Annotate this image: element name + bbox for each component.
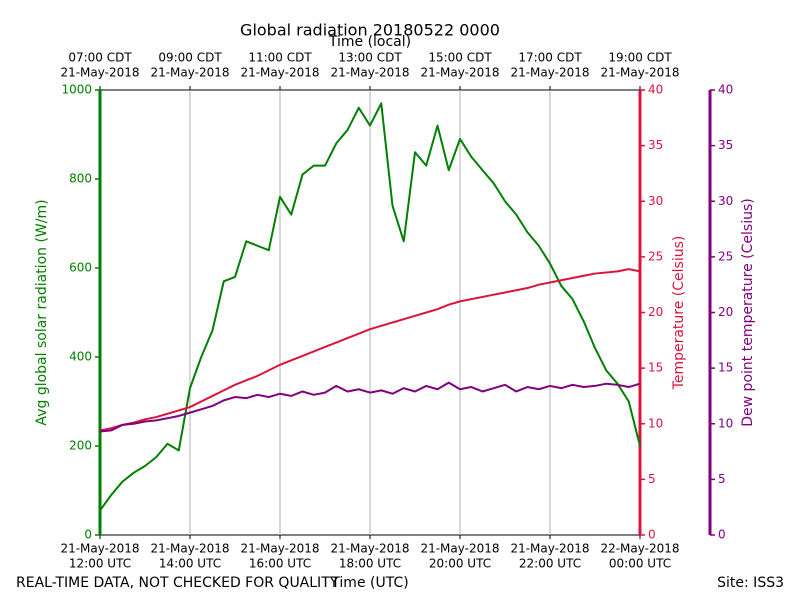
y-tick-label: 0 (84, 528, 92, 542)
y3-tick-label: 5 (718, 472, 726, 486)
x2-tick-label: 21-May-2018 (150, 66, 229, 80)
y3-tick-label: 15 (718, 361, 733, 375)
y2-tick-label: 25 (648, 249, 663, 263)
x-tick-label: 21-May-2018 (330, 542, 409, 556)
footnote: REAL-TIME DATA, NOT CHECKED FOR QUALITY (16, 575, 339, 591)
x2-tick-label: 09:00 CDT (158, 51, 222, 65)
y-axis-label: Avg global solar radiation (W/m) (34, 199, 50, 425)
x-tick-label: 22:00 UTC (519, 557, 581, 571)
x-tick-label: 21-May-2018 (150, 542, 229, 556)
y2-tick-label: 5 (648, 472, 656, 486)
x-tick-label: 00:00 UTC (609, 557, 671, 571)
y3-tick-label: 40 (718, 83, 733, 97)
x-tick-label: 12:00 UTC (69, 557, 131, 571)
y2-tick-label: 15 (648, 361, 663, 375)
x2-tick-label: 07:00 CDT (68, 51, 132, 65)
y3-tick-label: 25 (718, 249, 733, 263)
x2-tick-label: 17:00 CDT (518, 51, 582, 65)
x2-tick-label: 15:00 CDT (428, 51, 492, 65)
y3-tick-label: 10 (718, 416, 733, 430)
x2-tick-label: 11:00 CDT (248, 51, 312, 65)
x-tick-label: 22-May-2018 (600, 542, 679, 556)
x-tick-label: 18:00 UTC (339, 557, 401, 571)
x-axis-label: Time (UTC) (330, 575, 408, 591)
x-tick-label: 16:00 UTC (249, 557, 311, 571)
x-tick-label: 20:00 UTC (429, 557, 491, 571)
y3-tick-label: 0 (718, 528, 726, 542)
y-tick-label: 600 (69, 261, 92, 275)
y2-tick-label: 30 (648, 194, 663, 208)
series-line (99, 102, 641, 512)
x2-tick-label: 21-May-2018 (510, 66, 589, 80)
y-tick-label: 1000 (61, 83, 92, 97)
x2-tick-label: 21-May-2018 (330, 66, 409, 80)
y2-tick-label: 10 (648, 416, 663, 430)
y2-tick-label: 40 (648, 83, 663, 97)
x2-tick-label: 13:00 CDT (338, 51, 402, 65)
y3-tick-label: 30 (718, 194, 733, 208)
site-label: Site: ISS3 (717, 575, 784, 591)
x2-tick-label: 21-May-2018 (240, 66, 319, 80)
y-tick-label: 800 (69, 172, 92, 186)
x2-tick-label: 21-May-2018 (420, 66, 499, 80)
y2-tick-label: 0 (648, 528, 656, 542)
x2-axis-label: Time (local) (328, 34, 411, 50)
y3-axis-label: Dew point temperature (Celsius) (740, 198, 756, 426)
x2-tick-label: 21-May-2018 (600, 66, 679, 80)
y3-tick-label: 35 (718, 138, 733, 152)
x2-tick-label: 21-May-2018 (60, 66, 139, 80)
x-tick-label: 14:00 UTC (159, 557, 221, 571)
y-tick-label: 200 (69, 439, 92, 453)
x-tick-label: 21-May-2018 (60, 542, 139, 556)
x2-tick-label: 19:00 CDT (608, 51, 672, 65)
series-line (99, 381, 641, 433)
y-tick-label: 400 (69, 350, 92, 364)
x-tick-label: 21-May-2018 (240, 542, 319, 556)
y2-tick-label: 35 (648, 138, 663, 152)
chart-title: Global radiation 20180522 0000 (240, 21, 500, 40)
x-tick-label: 21-May-2018 (420, 542, 499, 556)
series-line (99, 268, 641, 432)
x-tick-label: 21-May-2018 (510, 542, 589, 556)
y3-tick-label: 20 (718, 305, 733, 319)
y2-axis-label: Temperature (Celsius) (671, 236, 687, 391)
y2-tick-label: 20 (648, 305, 663, 319)
